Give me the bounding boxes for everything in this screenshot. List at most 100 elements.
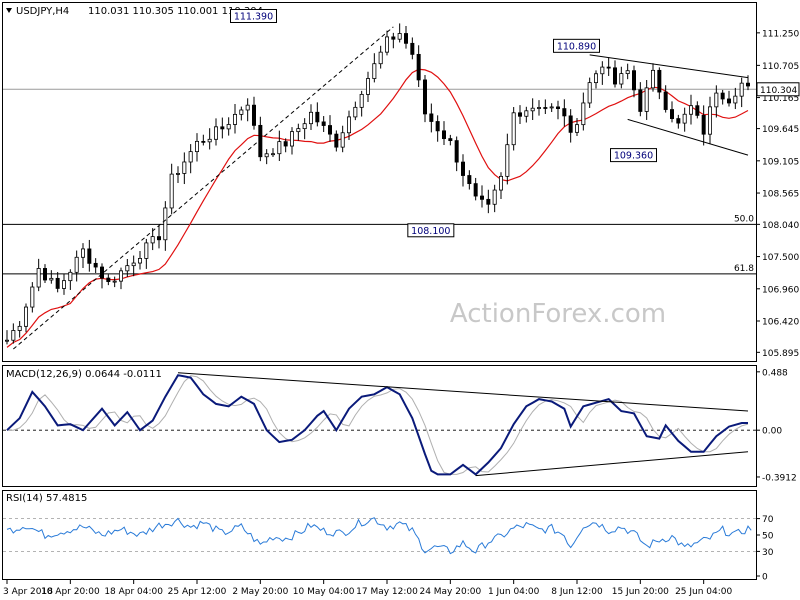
macd-trendline: [177, 372, 749, 412]
candle-body: [283, 141, 288, 147]
candle-body: [663, 91, 668, 110]
moving-average: [6, 68, 749, 348]
candle-body: [657, 69, 662, 93]
candle-body: [454, 140, 459, 163]
candle-body: [289, 131, 294, 147]
price-annotation-box: [407, 223, 455, 238]
price-tick-label: 106.420: [762, 318, 799, 328]
candle-body: [17, 325, 22, 331]
candle-body: [232, 113, 237, 125]
candle-body: [403, 33, 408, 44]
candle-body: [137, 258, 142, 264]
candle-body: [537, 107, 542, 109]
candle-body: [594, 73, 599, 84]
candle-body: [746, 82, 751, 87]
time-tick-label: 2 May 20:00: [232, 587, 288, 597]
price-tick-label: 109.105: [762, 157, 799, 167]
time-tick-label: 25 Jun 04:00: [675, 587, 732, 597]
price-tick-label: 110.705: [762, 62, 799, 72]
candle-body: [498, 175, 503, 191]
time-tick-label: 10 May 04:00: [293, 587, 355, 597]
candle-body: [410, 42, 415, 55]
candle-body: [207, 138, 212, 143]
rsi-tick-label: 0: [762, 573, 768, 583]
price-header: USDJPY,H4 110.031 110.305 110.001 110.30…: [6, 6, 263, 17]
rsi-layer: 70 50 30 0: [3, 515, 774, 583]
price-annotation-label: 109.360: [614, 151, 653, 162]
candle-body: [11, 330, 16, 341]
candle-body: [479, 195, 484, 200]
candle-body: [391, 36, 396, 40]
candle-body: [568, 115, 573, 133]
candle-body: [220, 126, 225, 130]
time-tick-label: 3 Apr 2018: [3, 587, 53, 597]
candle-body: [321, 121, 326, 126]
candle-body: [739, 82, 744, 97]
candle-body: [36, 268, 41, 288]
candle-body: [365, 78, 370, 95]
candle-body: [327, 125, 332, 135]
candle-body: [581, 102, 586, 126]
time-tick-label: 10 Apr 20:00: [41, 587, 100, 597]
candle-body: [346, 116, 351, 134]
header-arrow-icon: [6, 8, 12, 13]
candle-body: [505, 144, 510, 177]
rsi-tick-label: 70: [762, 515, 774, 525]
price-tick-label: 105.895: [762, 349, 799, 359]
candle-body: [435, 121, 440, 132]
candle-body: [5, 339, 10, 342]
trendline: [13, 26, 394, 350]
price-annotation-box: [610, 148, 657, 163]
candle-body: [30, 286, 35, 308]
macd-panel-frame: [2, 365, 757, 487]
macd-line: [6, 374, 748, 476]
candle-body: [530, 107, 535, 112]
price-levels: 50.0 61.8: [3, 88, 756, 275]
candle-body: [270, 153, 275, 156]
candle-body: [397, 33, 402, 40]
candle-body: [562, 108, 567, 117]
trendline: [589, 54, 749, 79]
trendline: [627, 118, 749, 156]
candle-body: [49, 277, 54, 281]
macd-tick-label: -0.3912: [762, 473, 797, 483]
candle-body: [308, 111, 313, 125]
candle-body: [239, 109, 244, 115]
candle-body: [727, 98, 732, 104]
price-tick-label: 110.165: [762, 94, 799, 104]
candle-body: [150, 236, 155, 244]
candle-body: [492, 189, 497, 205]
watermark: ActionForex.com: [450, 299, 666, 329]
candle-body: [543, 107, 548, 109]
candle-body: [226, 124, 231, 130]
candle-body: [644, 87, 649, 112]
fib-level-label: 50.0: [734, 214, 754, 224]
fib-level-label: 61.8: [734, 264, 754, 274]
candle-body: [169, 173, 174, 209]
time-tick-label: 8 Jun 12:00: [551, 587, 603, 597]
candle-body: [340, 132, 345, 148]
candle-body: [701, 114, 706, 135]
time-tick-label: 18 Apr 04:00: [104, 587, 163, 597]
candle-body: [93, 262, 98, 268]
candle-body: [473, 183, 478, 197]
candle-body: [55, 277, 60, 289]
candle-body: [264, 153, 269, 158]
candle-body: [315, 111, 320, 123]
price-annotation-label: 108.100: [411, 226, 450, 237]
candle-body: [619, 73, 624, 85]
candle-body: [378, 51, 383, 65]
candle-body: [372, 63, 377, 79]
candle-body: [68, 271, 73, 282]
candle-body: [131, 262, 136, 267]
candle-body: [156, 236, 161, 241]
candle-body: [74, 256, 79, 273]
candle-body: [670, 109, 675, 119]
candle-body: [384, 36, 389, 53]
candle-body: [353, 106, 358, 118]
current-price-label: 110.304: [760, 86, 797, 96]
candle-body: [416, 53, 421, 81]
price-annotation-box: [553, 38, 600, 53]
